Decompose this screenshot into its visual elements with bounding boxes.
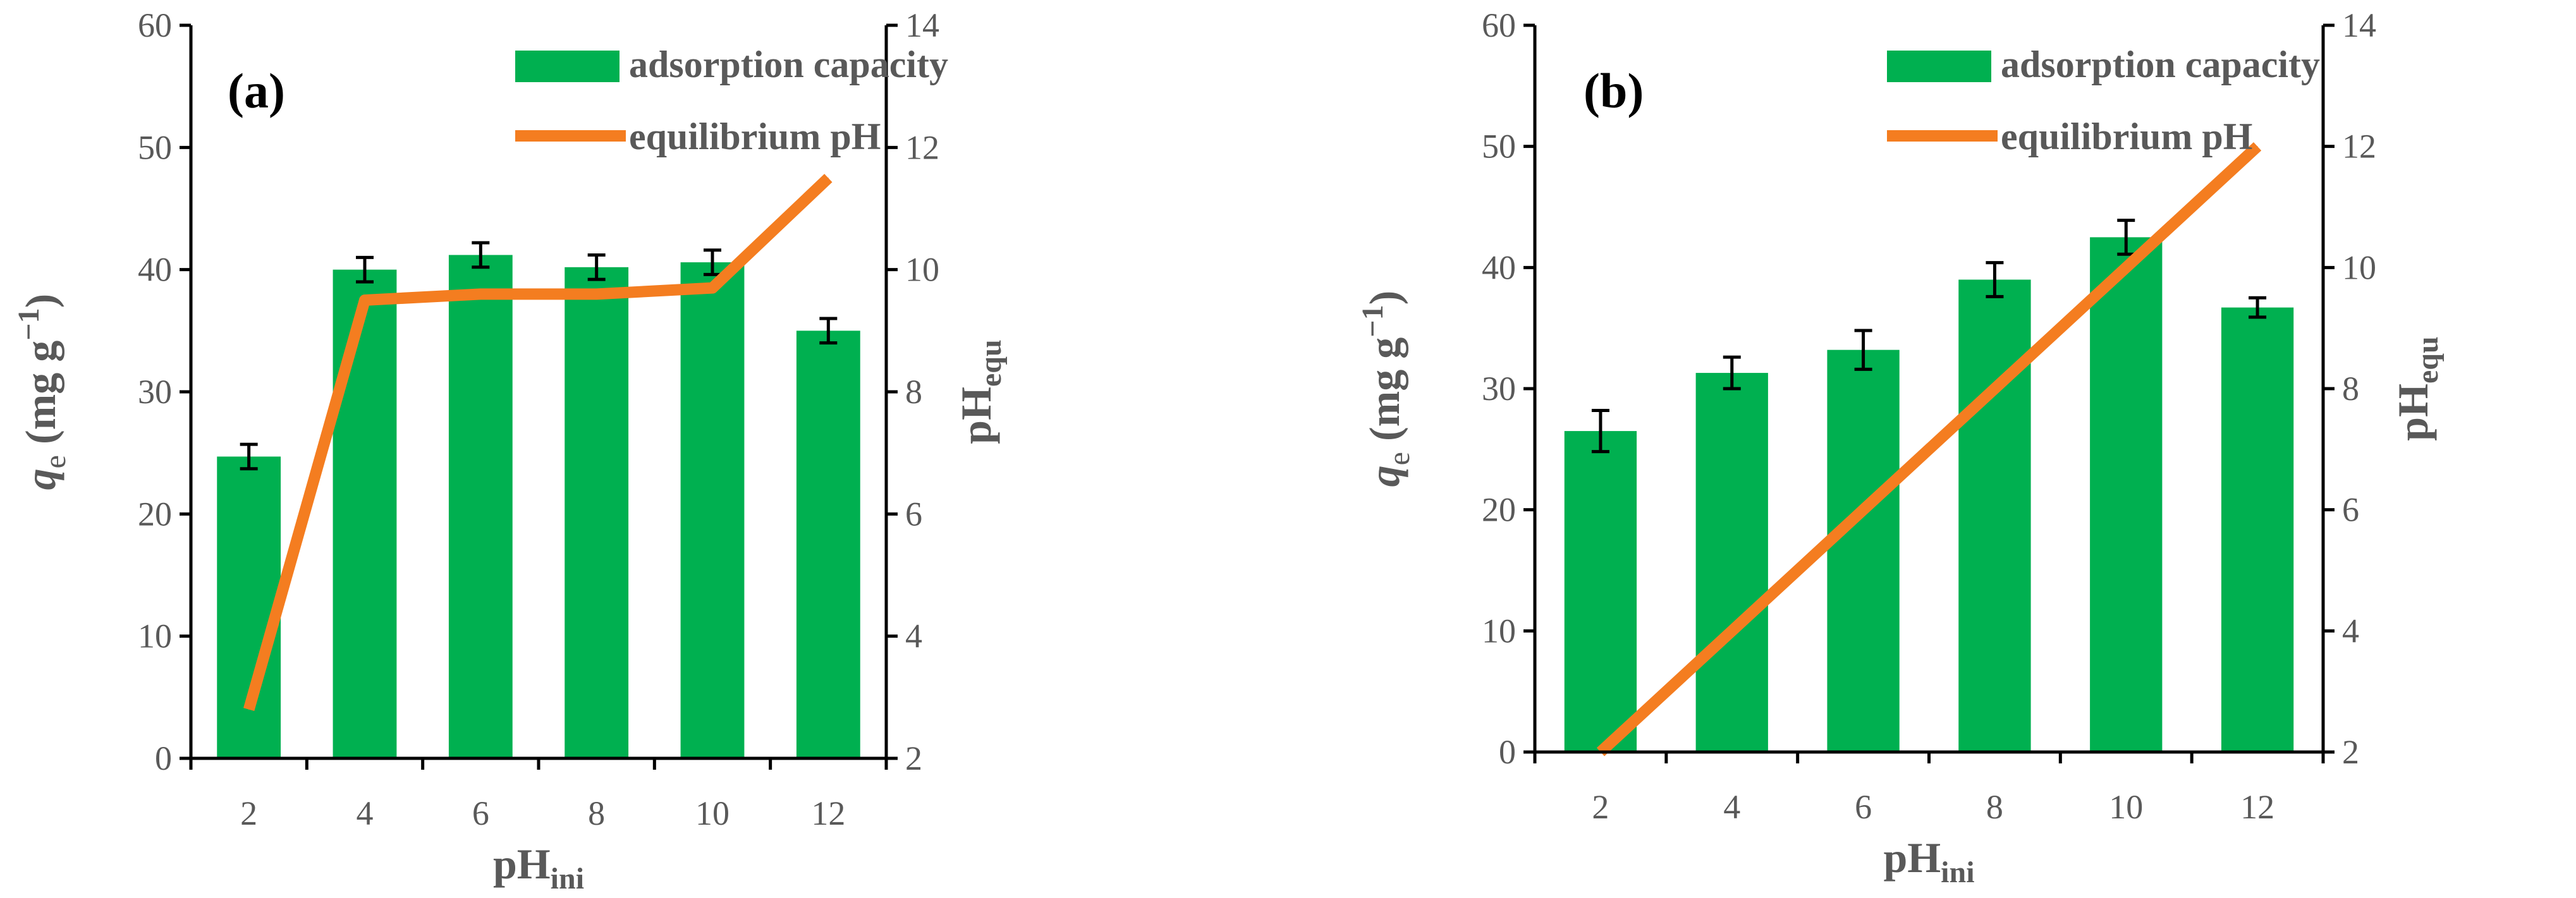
x-tick-label-12: 12 — [2240, 788, 2274, 826]
left-tick-label: 10 — [138, 617, 172, 655]
equilibrium-ph-line — [1596, 142, 2262, 756]
equilibrium-ph-point-6 — [1863, 509, 1864, 511]
x-tick-label-10: 10 — [695, 794, 729, 832]
right-tick-label: 8 — [905, 373, 922, 411]
bar-2 — [217, 456, 281, 758]
left-tick-label: 50 — [138, 128, 172, 166]
right-tick-label: 8 — [2342, 370, 2359, 408]
x-tick-label-6: 6 — [1855, 788, 1872, 826]
x-axis-title: pHini — [1883, 834, 1974, 889]
x-tick-label-2: 2 — [240, 794, 257, 832]
x-tick-label-4: 4 — [1723, 788, 1740, 826]
panel-b: 0 10 20 30 40 50 60 2 4 6 8 10 12 14 2 4 6 8 10 12 pHini qe (… — [1356, 6, 2445, 889]
left-tick-label: 40 — [1482, 248, 1516, 286]
y2-axis-title: pHequ — [952, 339, 1008, 444]
right-tick-label: 2 — [2342, 733, 2359, 771]
right-tick-label: 10 — [2342, 248, 2376, 286]
bar-12 — [2221, 307, 2294, 752]
left-tick-label: 10 — [1482, 612, 1516, 650]
legend-bar-label: adsorption capacity — [2001, 44, 2320, 85]
x-tick-label-8: 8 — [588, 794, 605, 832]
equilibrium-ph-point-10 — [2125, 267, 2127, 268]
left-tick-label: 20 — [138, 495, 172, 533]
left-tick-label: 60 — [138, 6, 172, 44]
left-tick-label: 20 — [1482, 491, 1516, 529]
right-tick-label: 14 — [2342, 6, 2376, 44]
right-tick-label: 14 — [905, 6, 939, 44]
equilibrium-ph-line — [243, 174, 833, 712]
right-tick-label: 2 — [905, 739, 922, 777]
bar-2 — [1564, 431, 1637, 752]
bar-10 — [680, 262, 745, 759]
x-tick-label-10: 10 — [2109, 788, 2143, 826]
x-tick-label-2: 2 — [1592, 788, 1609, 826]
equilibrium-ph-point-12 — [2257, 146, 2258, 147]
panel-a: 0 10 20 30 40 50 60 2 4 6 8 10 12 14 2 4 6 8 10 12 pHini qe (… — [12, 6, 1008, 895]
x-tick-label-6: 6 — [472, 794, 489, 832]
panel-label: (b) — [1584, 63, 1644, 118]
left-tick-label: 50 — [1482, 128, 1516, 166]
bar-6 — [448, 255, 513, 758]
y-axis-title: qe (mg g−1) — [1356, 291, 1416, 487]
legend: adsorption capacity equilibrium pH — [1887, 44, 2320, 157]
equilibrium-ph-point-2 — [248, 709, 250, 710]
legend-bar-label: adsorption capacity — [629, 44, 948, 85]
bar-6 — [1827, 349, 1900, 752]
x-tick-label-12: 12 — [811, 794, 845, 832]
bar-8 — [565, 267, 629, 758]
bar-4 — [1695, 373, 1768, 752]
panel-label: (a) — [228, 63, 285, 118]
legend-line-label: equilibrium pH — [629, 116, 881, 157]
left-tick-label: 0 — [155, 739, 172, 777]
legend-bar-swatch — [1887, 51, 1991, 82]
right-tick-label: 6 — [905, 495, 922, 533]
bar-10 — [2090, 237, 2163, 753]
y2-axis-title: pHequ — [2389, 336, 2445, 440]
y-axis-title: qe (mg g−1) — [12, 294, 72, 490]
legend-line-label: equilibrium pH — [2001, 116, 2252, 157]
x-axis-title: pHini — [493, 840, 584, 895]
right-tick-label: 10 — [905, 251, 939, 289]
left-tick-label: 40 — [138, 251, 172, 289]
legend-bar-swatch — [515, 51, 620, 82]
bar-12 — [796, 331, 860, 758]
left-tick-label: 30 — [138, 373, 172, 411]
x-tick-label-4: 4 — [357, 794, 374, 832]
legend: adsorption capacity equilibrium pH — [515, 44, 948, 157]
right-tick-label: 12 — [905, 128, 939, 166]
x-tick-label-8: 8 — [1986, 788, 2003, 826]
bar-4 — [333, 269, 397, 759]
right-tick-label: 4 — [2342, 612, 2359, 650]
left-tick-label: 0 — [1499, 733, 1516, 771]
bar-8 — [1958, 279, 2031, 752]
left-tick-label: 60 — [1482, 6, 1516, 44]
right-tick-label: 12 — [2342, 128, 2376, 166]
right-tick-label: 4 — [905, 617, 922, 655]
right-tick-label: 6 — [2342, 491, 2359, 529]
left-tick-label: 30 — [1482, 370, 1516, 408]
